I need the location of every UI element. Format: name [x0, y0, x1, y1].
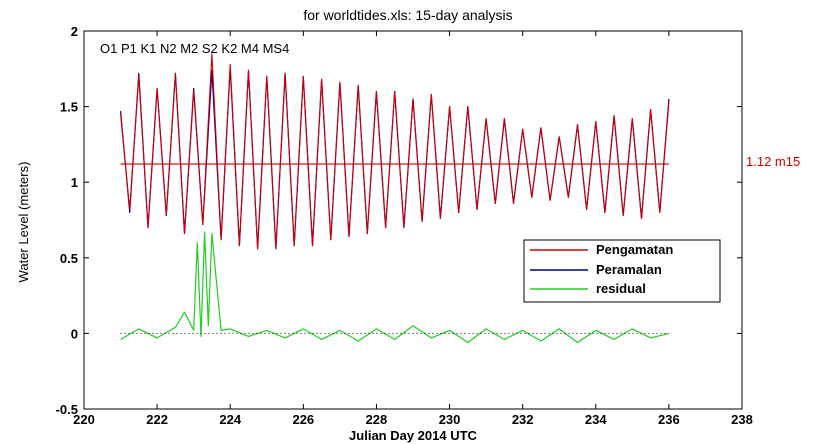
y-tick-label: 1 [71, 175, 78, 190]
y-tick-label: 2 [71, 24, 78, 39]
x-tick-label: 220 [73, 412, 95, 427]
y-axis: -0.5 0 0.5 1 1.5 2 [56, 24, 742, 417]
plot-area [83, 30, 743, 410]
legend: Pengamatan Peramalan residual [523, 239, 721, 303]
x-tick-label: 236 [658, 412, 680, 427]
x-tick-label: 230 [439, 412, 461, 427]
x-tick-label: 226 [292, 412, 314, 427]
series-line-pengamatan [120, 53, 670, 250]
y-tick-label: -0.5 [56, 402, 78, 417]
series-layer [120, 53, 670, 344]
y-axis-label: Water Level (meters) [16, 162, 31, 283]
x-tick-label: 234 [585, 412, 607, 427]
legend-label-peramalan: Peramalan [596, 262, 662, 277]
x-tick-label: 224 [219, 412, 241, 427]
y-tick-label: 0.5 [60, 251, 78, 266]
mean-level-label: 1.12 m15 [746, 154, 800, 169]
series-line-residual [120, 231, 670, 344]
x-tick-label: 238 [731, 412, 753, 427]
legend-label-pengamatan: Pengamatan [596, 242, 673, 257]
chart-title: for worldtides.xls: 15-day analysis [303, 7, 512, 23]
y-tick-label: 1.5 [60, 100, 78, 115]
legend-label-residual: residual [596, 281, 646, 296]
constituents-label: O1 P1 K1 N2 M2 S2 K2 M4 MS4 [100, 41, 289, 56]
x-tick-label: 222 [146, 412, 168, 427]
x-tick-label: 232 [512, 412, 534, 427]
x-tick-label: 228 [366, 412, 388, 427]
y-tick-label: 0 [71, 326, 78, 341]
x-axis: 220 222 224 226 228 230 232 234 236 238 [73, 31, 753, 427]
x-axis-label: Julian Day 2014 UTC [349, 428, 477, 443]
